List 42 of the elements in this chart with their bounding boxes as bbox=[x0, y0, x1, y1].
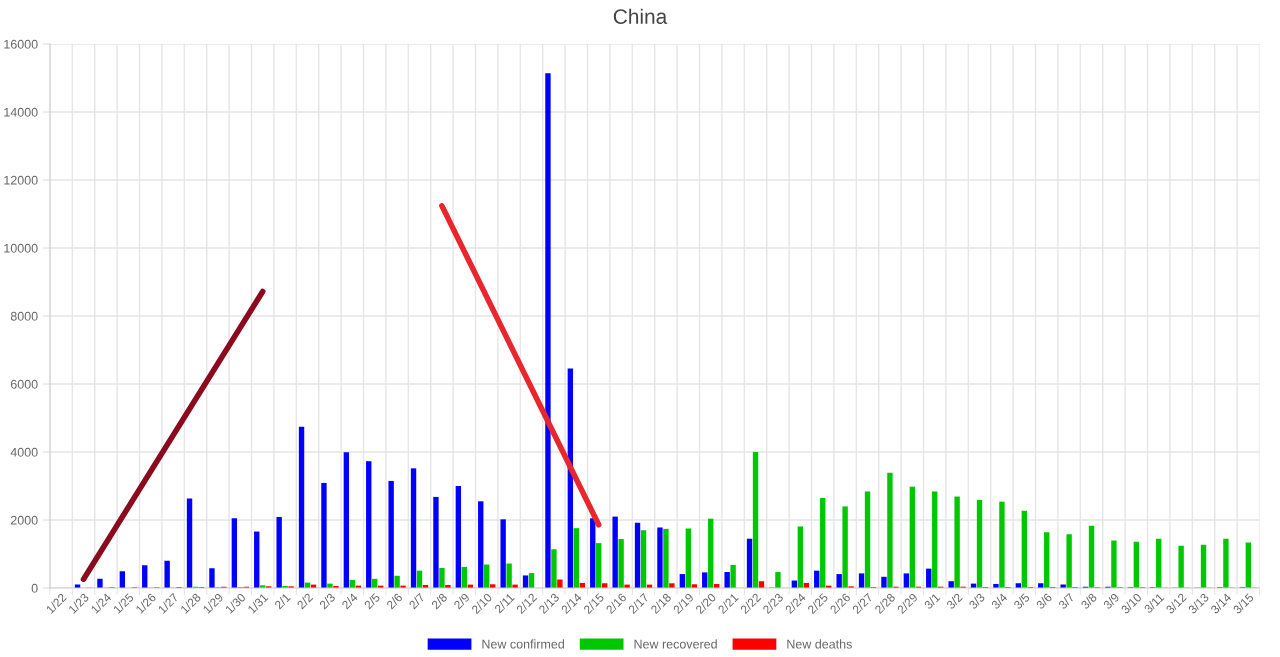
legend-label: New confirmed bbox=[482, 639, 564, 649]
y-tick-label: 12000 bbox=[4, 175, 38, 185]
x-tick-label: 2/20 bbox=[694, 592, 717, 615]
x-tick-label: 3/3 bbox=[968, 592, 986, 610]
y-tick-label: 14000 bbox=[4, 107, 38, 117]
x-tick-label: 3/6 bbox=[1035, 592, 1053, 610]
y-tick-label: 16000 bbox=[4, 39, 38, 49]
x-tick-label: 2/8 bbox=[430, 592, 448, 610]
y-tick-label: 0 bbox=[31, 583, 38, 593]
x-tick-label: 2/3 bbox=[318, 592, 336, 610]
y-tick-label: 6000 bbox=[10, 379, 38, 389]
y-tick-label: 2000 bbox=[10, 515, 38, 525]
x-tick-label: 3/9 bbox=[1102, 592, 1120, 610]
x-tick-label: 2/19 bbox=[672, 592, 695, 615]
chart-title: China bbox=[613, 8, 668, 24]
x-tick-label: 1/31 bbox=[247, 592, 269, 614]
x-tick-label: 2/21 bbox=[717, 592, 739, 615]
y-tick-label: 4000 bbox=[10, 447, 38, 457]
legend-label: New deaths bbox=[787, 639, 852, 649]
y-tick-label: 8000 bbox=[10, 311, 38, 321]
x-tick-label: 3/11 bbox=[1143, 592, 1165, 614]
x-tick-label: 2/10 bbox=[470, 592, 493, 615]
x-tick-label: 3/1 bbox=[923, 592, 941, 610]
x-tick-label: 3/5 bbox=[1013, 592, 1031, 610]
x-tick-label: 2/4 bbox=[341, 592, 359, 610]
x-tick-label: 1/29 bbox=[202, 592, 224, 614]
x-tick-label: 2/9 bbox=[453, 592, 471, 610]
x-tick-label: 2/1 bbox=[273, 592, 291, 610]
x-tick-label: 2/2 bbox=[296, 592, 314, 610]
x-tick-label: 3/4 bbox=[990, 592, 1008, 610]
y-tick-label: 10000 bbox=[4, 243, 38, 253]
x-tick-label: 2/29 bbox=[896, 592, 919, 615]
x-tick-label: 3/2 bbox=[945, 592, 963, 610]
x-tick-label: 2/11 bbox=[493, 592, 515, 614]
x-tick-label: 2/5 bbox=[363, 592, 381, 610]
x-tick-label: 2/6 bbox=[385, 592, 403, 610]
x-tick-label: 1/30 bbox=[224, 592, 247, 614]
x-tick-label: 3/10 bbox=[1120, 592, 1143, 615]
x-tick-label: 3/8 bbox=[1080, 592, 1098, 610]
x-tick-label: 3/7 bbox=[1057, 592, 1075, 610]
legend-label: New recovered bbox=[634, 639, 717, 649]
x-tick-label: 2/7 bbox=[408, 592, 426, 610]
